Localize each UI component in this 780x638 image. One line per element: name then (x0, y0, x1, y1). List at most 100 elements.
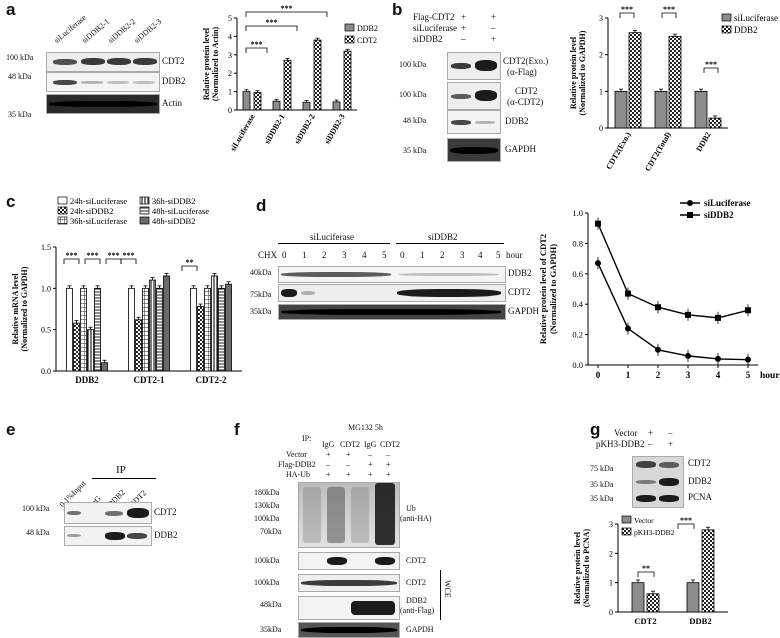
band-label: CDT2 (162, 56, 185, 66)
significance-stars: *** (621, 5, 633, 14)
mw-marker: 70kDa (260, 527, 282, 536)
blot-cdt2-flag (447, 52, 501, 80)
band-label: GAPDH (406, 625, 434, 634)
band-label: GAPDH (505, 144, 537, 154)
time-label: 2 (322, 250, 327, 260)
panel-f-blot: MG132 5h IP: IgG CDT2 IgG CDT2 Vector Fl… (240, 420, 460, 638)
bar (631, 582, 645, 613)
x-tick-label: 5 (746, 370, 751, 380)
band-label: CDT2 (154, 507, 177, 517)
series-line (597, 223, 749, 319)
ub-label: Ub (406, 504, 416, 513)
band-label: (α-Flag) (507, 67, 537, 77)
y-axis-label: Relative protein level (569, 36, 578, 109)
legend-marker (687, 212, 693, 218)
panel-e-blot: IP 0.1%Input IgG DDB2 CDT2 100 kDa 48 kD… (0, 430, 230, 550)
legend-swatch (57, 196, 68, 205)
y-axis-label: Relative protein level of CDT2 (538, 234, 548, 344)
y-tick-label: 2 (228, 69, 232, 78)
bar (701, 529, 715, 613)
y-tick-label: 5 (228, 14, 232, 23)
time-label: 0 (282, 250, 287, 260)
time-label: 5 (496, 250, 501, 260)
data-point (625, 290, 631, 297)
legend-label: Vector (634, 516, 654, 525)
row-label: HA-Ub (286, 470, 310, 479)
sign: – (326, 460, 330, 469)
legend-label: DDB2 (357, 24, 378, 33)
sign: – (386, 450, 390, 459)
blot-gapdh (447, 138, 501, 162)
lane-label: siDDB2-3 (132, 16, 164, 45)
legend-label: 24h-siLuciferase (70, 196, 127, 206)
band-label: DDB2 (154, 530, 178, 540)
significance-bracket (84, 258, 101, 264)
y-tick-label: 0 (599, 124, 603, 133)
y-axis-label: (Normalized to GAPDH) (578, 30, 587, 115)
panel-label-b: b (392, 0, 403, 19)
bar (87, 329, 94, 372)
treatment-label: MG132 5h (348, 423, 383, 432)
category-label: DDB2 (689, 616, 711, 626)
band-label: (α-CDT2) (507, 97, 544, 107)
row-label: Flag-DDB2 (278, 460, 316, 469)
panel-b-chart: 0 1 2 3 CDT2(Exo.) CDT2(Total) DDB2 Relative pr… (569, 5, 778, 173)
y-tick-label: 4 (228, 32, 232, 41)
sign: + (491, 12, 497, 22)
band-label: CDT2(Exo.) (503, 56, 549, 66)
hour-label: hour (506, 250, 523, 260)
y-axis-label: Relative protein level (202, 27, 211, 100)
band-label: GAPDH (508, 306, 540, 316)
y-tick-label: 0.4 (572, 299, 583, 309)
significance-stars: *** (680, 516, 692, 525)
significance-bracket (637, 571, 655, 577)
data-point (715, 314, 721, 321)
band-label: DDB2 (406, 596, 427, 605)
time-label: 4 (478, 250, 483, 260)
panel-label-c: c (6, 192, 16, 211)
significance-bracket (619, 12, 635, 18)
mw-marker: 35 kDa (590, 494, 614, 503)
band-label: DDB2 (688, 476, 712, 486)
legend-marker (687, 200, 693, 206)
panel-label-e: e (6, 420, 16, 439)
y-tick-label: 0.5 (41, 326, 51, 335)
y-axis-label: (Normalized to Actin) (211, 27, 220, 102)
bar (135, 319, 142, 372)
significance-bracket (677, 523, 695, 529)
mw-marker: 48 kDa (8, 72, 32, 81)
significance-stars: *** (663, 5, 675, 14)
y-tick-label: 3 (609, 520, 613, 529)
legend-swatch (621, 515, 632, 524)
legend-swatch (139, 206, 150, 215)
bar (94, 287, 101, 372)
legend-label: DDB2 (734, 25, 758, 35)
blot-actin (46, 94, 160, 114)
row-label: siLuciferase (413, 23, 457, 33)
bar (614, 90, 628, 129)
row-label: Flag-CDT2 (413, 12, 455, 22)
bar (313, 39, 322, 111)
significance-stars: *** (108, 251, 120, 260)
mw-marker: 35 kDa (590, 480, 614, 489)
blot-gapdh (278, 304, 506, 320)
sign: – (668, 428, 673, 438)
mw-marker: 100kDa (254, 578, 280, 587)
legend-swatch (57, 216, 68, 225)
legend-label: 48h-siDDB2 (152, 216, 195, 226)
y-axis-label: Relative mRNA level (11, 273, 20, 345)
bar (332, 101, 341, 111)
legend-label: CDT2 (357, 36, 377, 45)
lane-label: siDDB2-2 (106, 16, 138, 45)
sign: – (491, 23, 496, 33)
time-label: 3 (342, 250, 347, 260)
y-axis-label: (Normalized to GAPDH) (20, 266, 29, 351)
significance-stars: *** (251, 40, 263, 49)
band-label: CDT2 (515, 86, 538, 96)
bar (128, 287, 135, 372)
row-label: Vector (614, 428, 638, 438)
y-tick-label: 1 (609, 579, 613, 588)
sign: + (368, 460, 373, 469)
mw-marker: 100 kDa (6, 53, 34, 62)
bar (242, 91, 251, 111)
